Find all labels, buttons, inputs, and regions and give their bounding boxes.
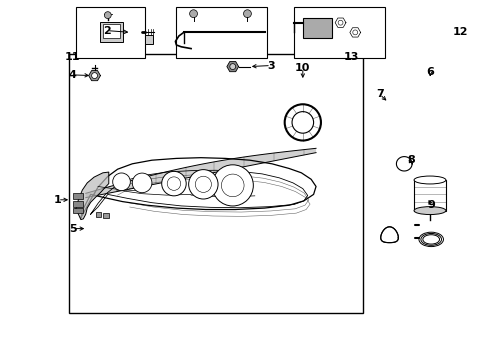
Circle shape xyxy=(162,171,186,196)
Bar xyxy=(73,193,83,199)
Text: 11: 11 xyxy=(65,51,80,62)
Polygon shape xyxy=(89,71,100,81)
Bar xyxy=(96,212,101,217)
Polygon shape xyxy=(335,18,346,27)
Text: 8: 8 xyxy=(408,155,416,165)
Text: 13: 13 xyxy=(344,51,360,62)
Polygon shape xyxy=(381,227,398,243)
Circle shape xyxy=(190,10,197,18)
Ellipse shape xyxy=(421,234,441,246)
Ellipse shape xyxy=(423,235,440,244)
Circle shape xyxy=(104,12,111,19)
Circle shape xyxy=(189,170,218,199)
Polygon shape xyxy=(81,158,316,218)
Circle shape xyxy=(353,30,358,35)
Bar xyxy=(294,7,385,58)
Text: 9: 9 xyxy=(427,200,435,210)
Circle shape xyxy=(167,177,181,190)
Bar xyxy=(100,22,122,42)
Ellipse shape xyxy=(414,176,446,184)
Polygon shape xyxy=(227,62,239,72)
Bar xyxy=(103,24,120,38)
Circle shape xyxy=(292,112,314,133)
Polygon shape xyxy=(86,148,316,198)
Bar xyxy=(419,220,446,247)
Text: 5: 5 xyxy=(69,224,76,234)
Bar xyxy=(103,213,109,218)
Circle shape xyxy=(196,176,212,192)
Circle shape xyxy=(92,73,98,78)
Text: 2: 2 xyxy=(103,26,111,36)
Circle shape xyxy=(132,173,152,193)
Circle shape xyxy=(221,174,244,197)
Circle shape xyxy=(285,104,321,140)
Ellipse shape xyxy=(414,207,446,215)
Text: 3: 3 xyxy=(267,60,275,71)
Polygon shape xyxy=(76,172,109,220)
Bar xyxy=(69,54,363,313)
Circle shape xyxy=(338,20,343,25)
Text: 6: 6 xyxy=(426,67,434,77)
Text: 7: 7 xyxy=(376,89,384,99)
Bar xyxy=(414,180,446,211)
Ellipse shape xyxy=(419,232,443,247)
Polygon shape xyxy=(396,157,412,171)
Text: 10: 10 xyxy=(295,63,311,73)
Bar xyxy=(73,208,83,213)
Bar xyxy=(76,7,145,58)
Polygon shape xyxy=(350,28,361,37)
Bar xyxy=(303,18,332,38)
Text: 12: 12 xyxy=(453,27,468,37)
Text: 1: 1 xyxy=(54,195,62,205)
Bar xyxy=(176,7,267,58)
Bar xyxy=(73,201,83,207)
Text: 4: 4 xyxy=(69,70,76,80)
Bar xyxy=(145,35,153,44)
Circle shape xyxy=(230,64,236,69)
Circle shape xyxy=(113,173,130,191)
Circle shape xyxy=(212,165,253,206)
Circle shape xyxy=(244,10,251,18)
